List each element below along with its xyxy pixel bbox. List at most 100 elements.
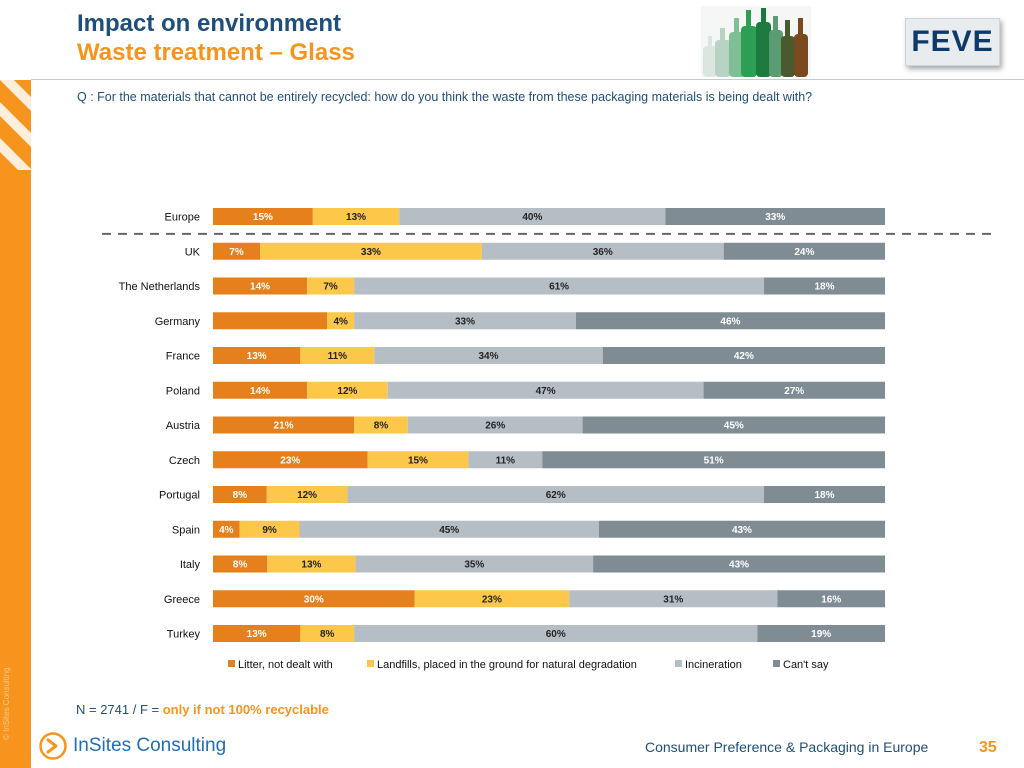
bar-segment (213, 520, 240, 538)
bar-segment (764, 277, 885, 295)
footnote-highlight: only if not 100% recyclable (162, 702, 329, 717)
data-label: 13% (247, 351, 267, 362)
data-label: 23% (280, 455, 300, 466)
data-label: 8% (233, 560, 248, 571)
legend-label: Litter, not dealt with (238, 659, 333, 671)
bar-segment (307, 381, 388, 399)
bar-segment (213, 416, 355, 434)
bar-segment (354, 625, 758, 642)
bar-segment (327, 312, 355, 330)
data-label: 62% (546, 490, 566, 501)
data-label: 23% (482, 594, 502, 605)
data-label: 16% (821, 594, 841, 605)
bar-segment (354, 416, 408, 434)
bar-segment (266, 486, 348, 503)
bar-segment (703, 381, 885, 399)
category-label: Greece (164, 594, 200, 606)
data-label: 35% (464, 560, 484, 571)
bar-segment (213, 312, 328, 330)
bar-segment (593, 555, 885, 573)
category-label: Czech (169, 455, 200, 467)
data-label: 40% (522, 212, 542, 223)
bar-segment (569, 590, 778, 608)
data-label: 24% (794, 247, 814, 258)
data-label: 31% (663, 594, 683, 605)
data-label: 12% (337, 386, 357, 397)
bar-segment (347, 486, 765, 503)
bar-segment (777, 590, 885, 608)
data-label: 15% (408, 455, 428, 466)
bar-segment (582, 416, 885, 434)
survey-question: Q : For the materials that cannot be ent… (77, 90, 813, 104)
footnote-prefix: N = 2741 / F = (76, 702, 163, 717)
bar-segment (213, 277, 308, 295)
bar-segment (213, 486, 267, 503)
category-label: Poland (166, 385, 200, 397)
data-label: 14% (250, 386, 270, 397)
data-label: 8% (374, 421, 389, 432)
category-label: The Netherlands (119, 281, 201, 293)
page-title: Impact on environment (77, 10, 342, 37)
bar-segment (299, 520, 599, 538)
data-label: 12% (297, 490, 317, 501)
bar-segment (468, 451, 543, 469)
data-label: 43% (732, 525, 752, 536)
bar-segment (575, 312, 885, 330)
bar-segment (300, 347, 375, 364)
data-label: 11% (496, 455, 516, 466)
legend-swatch (675, 660, 682, 667)
bar-segment (764, 486, 885, 503)
data-label: 13% (247, 629, 267, 640)
data-label: 33% (361, 247, 381, 258)
data-label: 43% (729, 560, 749, 571)
sidebar-top-white (0, 0, 31, 80)
bar-segment (665, 208, 885, 225)
data-label: 45% (724, 421, 744, 432)
category-label: UK (185, 246, 201, 258)
bar-segment (598, 520, 885, 538)
data-label: 8% (320, 629, 335, 640)
bar-segment (414, 590, 570, 608)
bar-segment (267, 555, 356, 573)
data-label: 19% (811, 629, 831, 640)
data-label: 13% (346, 212, 366, 223)
bar-segment (354, 277, 765, 295)
legend-label: Can't say (783, 659, 829, 671)
legend-label: Landfills, placed in the ground for natu… (377, 659, 637, 671)
data-label: 27% (784, 386, 804, 397)
insites-brand: InSites Consulting (39, 732, 226, 760)
category-label: Turkey (167, 629, 201, 641)
data-label: 36% (593, 247, 613, 258)
feve-logo: FEVE (905, 18, 1000, 66)
data-label: 13% (301, 560, 321, 571)
bar-segment (213, 590, 415, 608)
bar-segment (213, 208, 313, 225)
category-label: Europe (165, 212, 200, 224)
data-label: 11% (328, 351, 348, 362)
data-label: 34% (479, 351, 499, 362)
bar-segment (239, 520, 300, 538)
sidebar-stripes (0, 80, 31, 170)
bar-segment (213, 347, 301, 364)
data-label: 51% (704, 455, 724, 466)
data-label: 26% (485, 421, 505, 432)
bar-segment (355, 555, 594, 573)
category-label: Portugal (159, 490, 200, 502)
data-label: 47% (536, 386, 556, 397)
data-label: 14% (250, 282, 270, 293)
data-label: 30% (304, 594, 324, 605)
legend-swatch (773, 660, 780, 667)
copyright-text: © InSites Consulting (2, 667, 11, 740)
data-label: 7% (323, 282, 338, 293)
page-subtitle: Waste treatment – Glass (77, 39, 355, 66)
data-label: 18% (815, 282, 835, 293)
bar-segment (374, 347, 603, 364)
bar-segment (602, 347, 885, 364)
bar-segment (213, 381, 308, 399)
data-label: 4% (333, 316, 348, 327)
feve-logo-text: FEVE (911, 25, 994, 58)
legend-swatch (228, 660, 235, 667)
data-label: 7% (229, 247, 244, 258)
legend-label: Incineration (685, 659, 742, 671)
data-label: 45% (439, 525, 459, 536)
